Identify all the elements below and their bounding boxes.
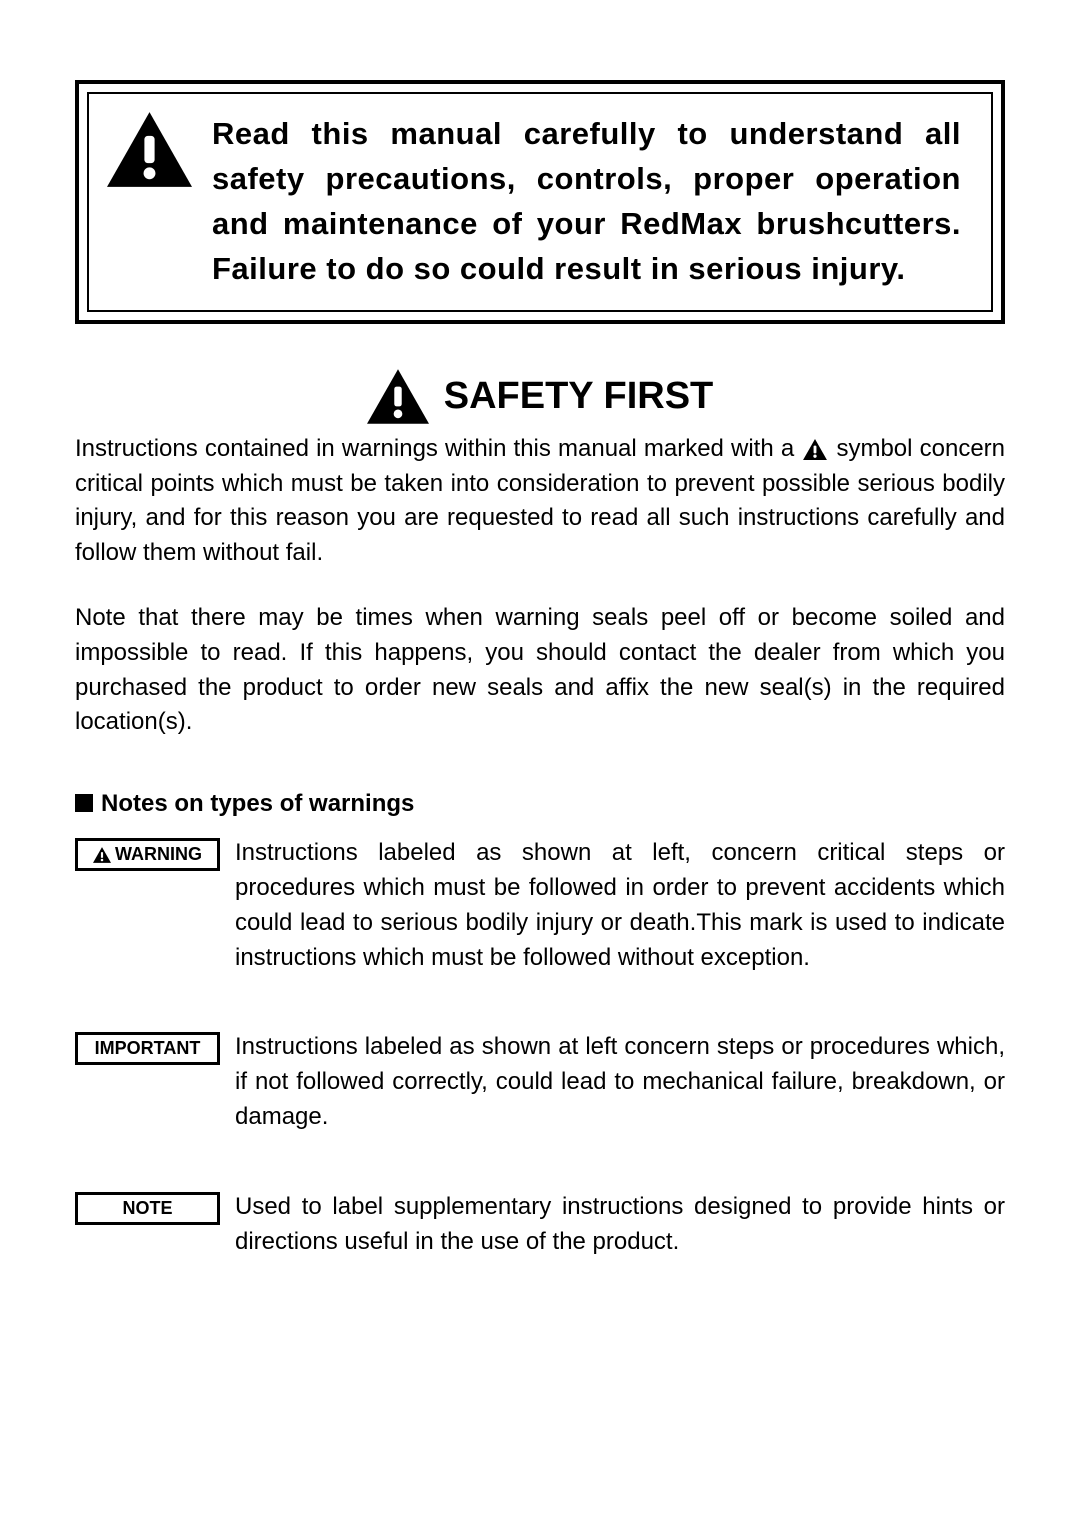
notes-heading-text: Notes on types of warnings: [101, 790, 414, 817]
warning-label-box: WARNING: [75, 838, 220, 871]
warning-label-text: WARNING: [115, 844, 202, 865]
warning-triangle-icon: [93, 847, 111, 863]
para1-before: Instructions contained in warnings withi…: [75, 435, 794, 462]
top-notice-box-outer: Read this manual carefully to understand…: [75, 80, 1005, 324]
warning-triangle-icon: [803, 439, 827, 460]
safety-first-para-2: Note that there may be times when warnin…: [75, 601, 1005, 740]
safety-first-heading-row: SAFETY FIRST: [75, 369, 1005, 424]
note-label-box: NOTE: [75, 1192, 220, 1225]
important-desc-text: Instructions labeled as shown at left co…: [235, 1030, 1005, 1134]
safety-first-title: SAFETY FIRST: [444, 375, 714, 418]
note-label-text: NOTE: [122, 1198, 172, 1219]
warning-type-row-note: NOTE Used to label supplementary instruc…: [75, 1190, 1005, 1260]
important-label-box: IMPORTANT: [75, 1032, 220, 1065]
top-notice-text: Read this manual carefully to understand…: [212, 112, 961, 292]
top-notice-box-inner: Read this manual carefully to understand…: [87, 92, 993, 312]
warning-type-row-warning: WARNING Instructions labeled as shown at…: [75, 836, 1005, 975]
warning-triangle-icon: [107, 112, 192, 187]
note-desc-text: Used to label supplementary instructions…: [235, 1190, 1005, 1260]
safety-first-para-1: Instructions contained in warnings withi…: [75, 432, 1005, 571]
square-bullet-icon: [75, 794, 93, 812]
warning-type-row-important: IMPORTANT Instructions labeled as shown …: [75, 1030, 1005, 1134]
notes-section-heading: Notes on types of warnings: [75, 790, 1005, 818]
important-label-text: IMPORTANT: [95, 1038, 201, 1059]
warning-triangle-icon: [367, 369, 429, 424]
warning-desc-text: Instructions labeled as shown at left, c…: [235, 836, 1005, 975]
